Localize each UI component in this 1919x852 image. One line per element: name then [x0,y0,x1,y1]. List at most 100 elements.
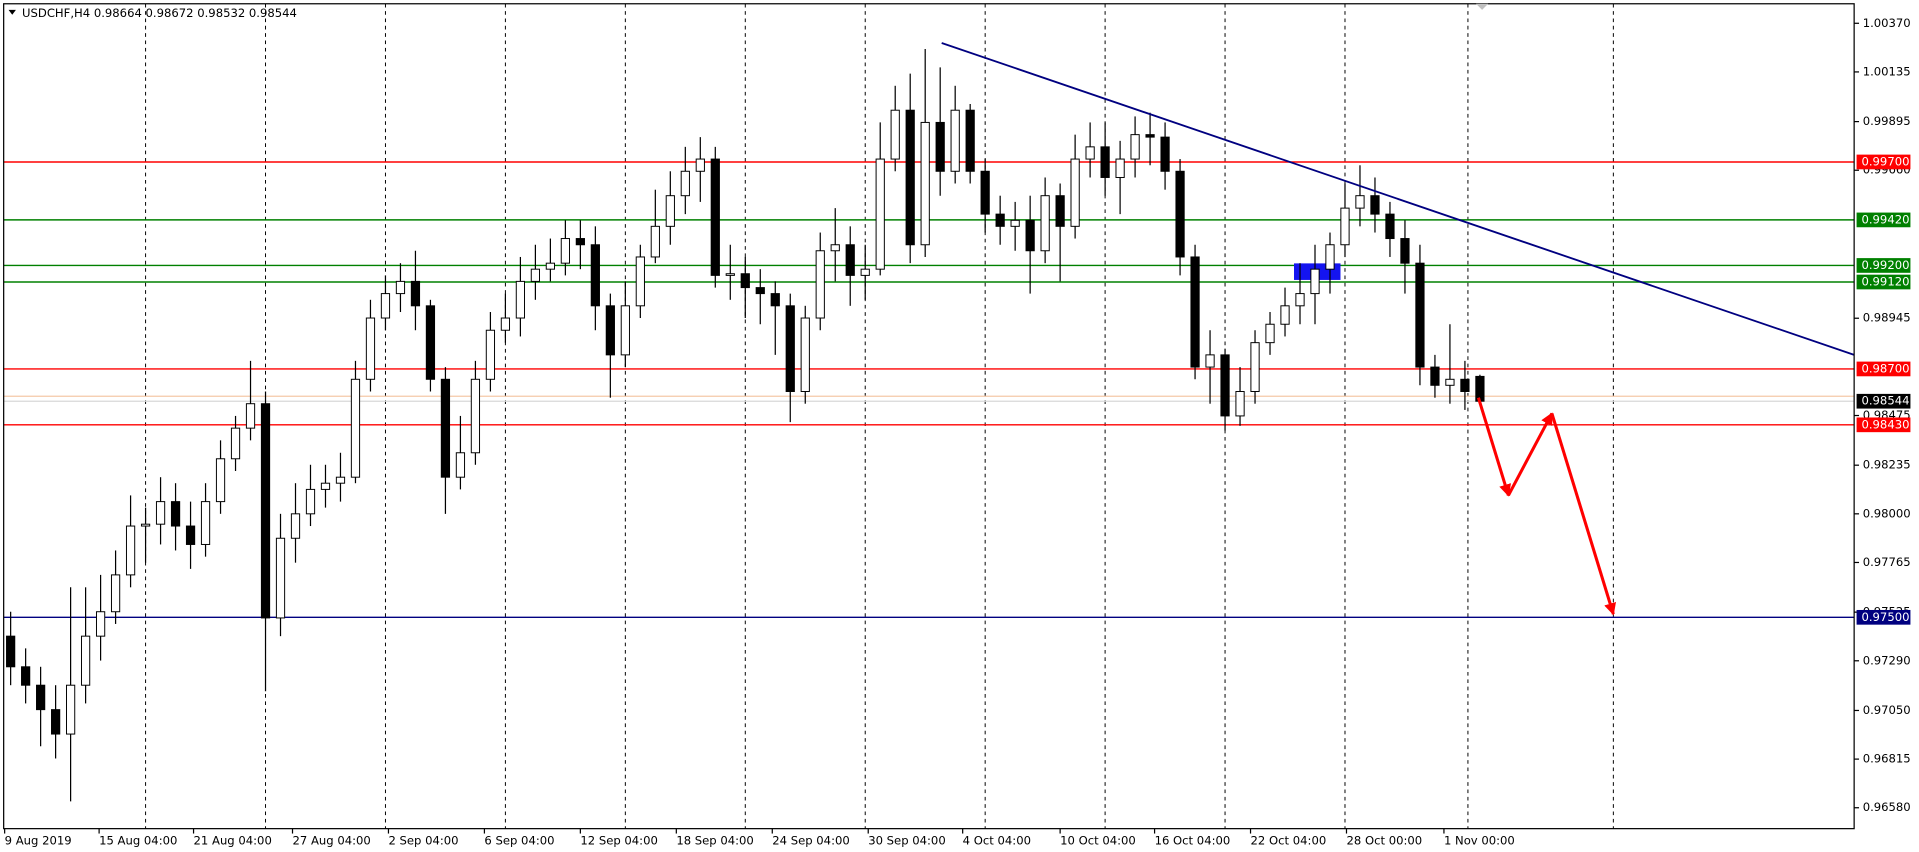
candle-body [935,121,945,172]
candle-body [350,378,361,478]
level-label-box [1856,609,1911,625]
candle-body [905,109,915,246]
candle-body [155,501,166,525]
x-tick-label: 24 Sep 04:00 [772,833,850,847]
candle-body [995,213,1005,227]
candle-body [1445,378,1455,386]
candle-body [1340,207,1350,246]
candle-body [320,482,331,490]
y-tick-label: 0.98945 [1863,311,1911,325]
candle-body [80,635,91,686]
candle-body [21,666,31,686]
x-tick-label: 21 Aug 04:00 [194,833,272,847]
candle-body [785,305,795,392]
level-label: 0.99120 [1861,275,1909,289]
candle-body [170,501,181,527]
y-tick-label: 0.99895 [1863,114,1911,128]
y-tick-label: 1.00135 [1863,64,1911,78]
candle-body [1370,195,1380,215]
candle-body [395,280,406,295]
level-label-box [1856,417,1911,433]
candle-body [305,488,316,515]
candle-body [815,250,825,319]
candle-body [1040,195,1050,252]
x-tick-label: 2 Sep 04:00 [388,833,458,847]
candle-body [1130,134,1140,160]
candle-body [725,273,735,276]
candle-body [1295,293,1305,307]
candle-body [275,537,286,619]
y-tick-label: 0.98235 [1863,458,1911,472]
candle-body [950,109,960,172]
forecast-arrow [1507,412,1554,497]
candle-body [1010,219,1020,227]
chart-title: USDCHF,H4 0.98664 0.98672 0.98532 0.9854… [22,6,297,20]
candle-body [51,709,61,735]
candle-body [680,170,690,197]
candle-body [455,452,466,478]
candle-body [470,378,481,454]
candle-body [740,273,750,289]
candle-body [290,513,301,539]
candle-body [860,268,870,276]
candle-body [1355,195,1365,209]
candle-body [1310,268,1320,295]
x-tick-label: 4 Oct 04:00 [963,833,1031,847]
candle-body [185,525,196,545]
candle-body [980,170,990,215]
candle-body [410,280,421,307]
plot-border [3,3,1855,830]
candle-body [605,305,615,356]
forecast-arrow [1550,412,1616,616]
level-label: 0.99420 [1861,212,1909,226]
candle-body [575,238,585,246]
candle-body [1025,219,1035,252]
candle-body [6,635,16,668]
level-label-box [1856,274,1911,290]
x-tick-label: 10 Oct 04:00 [1060,833,1136,847]
candle-body [1070,158,1080,227]
candle-body [800,317,810,392]
candle-body [530,268,540,282]
x-tick-label: 1 Nov 00:00 [1444,833,1515,847]
candle-body [755,287,765,295]
candle-body [1220,354,1230,417]
candle-body [125,525,136,576]
candle-body [1430,366,1440,386]
level-label: 0.98430 [1861,417,1909,431]
candle-body [695,158,705,172]
candle-body [440,378,451,478]
level-label-box [1856,212,1911,228]
x-tick-label: 16 Oct 04:00 [1155,833,1231,847]
candle-body [1205,354,1215,368]
y-tick-label: 0.97765 [1863,555,1911,569]
candle-body [95,611,106,637]
candle-body [1100,146,1110,178]
level-label-box [1856,154,1911,170]
y-tick-label: 0.97050 [1863,703,1911,717]
candle-body [650,225,660,258]
candle-body [1400,238,1410,264]
candle-body [1115,158,1125,178]
x-tick-label: 6 Sep 04:00 [484,833,554,847]
candle-body [1160,136,1170,172]
candle-body [1235,391,1245,417]
menu-icon[interactable] [8,9,16,15]
y-tick-label: 0.96815 [1863,752,1911,766]
candle-body [875,158,885,270]
trendline [941,42,1855,356]
candle-body [1415,262,1425,368]
x-tick-label: 28 Oct 00:00 [1346,833,1422,847]
x-tick-label: 9 Aug 2019 [5,833,72,847]
candle-body [425,305,436,380]
candle-body [1055,195,1065,227]
candle-body [365,317,376,380]
candle-body [1145,134,1155,138]
candle-body [260,403,271,619]
candle-body [1385,213,1395,240]
bid-label-box [1856,393,1911,409]
y-tick-label: 0.96580 [1863,800,1911,814]
level-label: 0.99200 [1861,258,1909,272]
